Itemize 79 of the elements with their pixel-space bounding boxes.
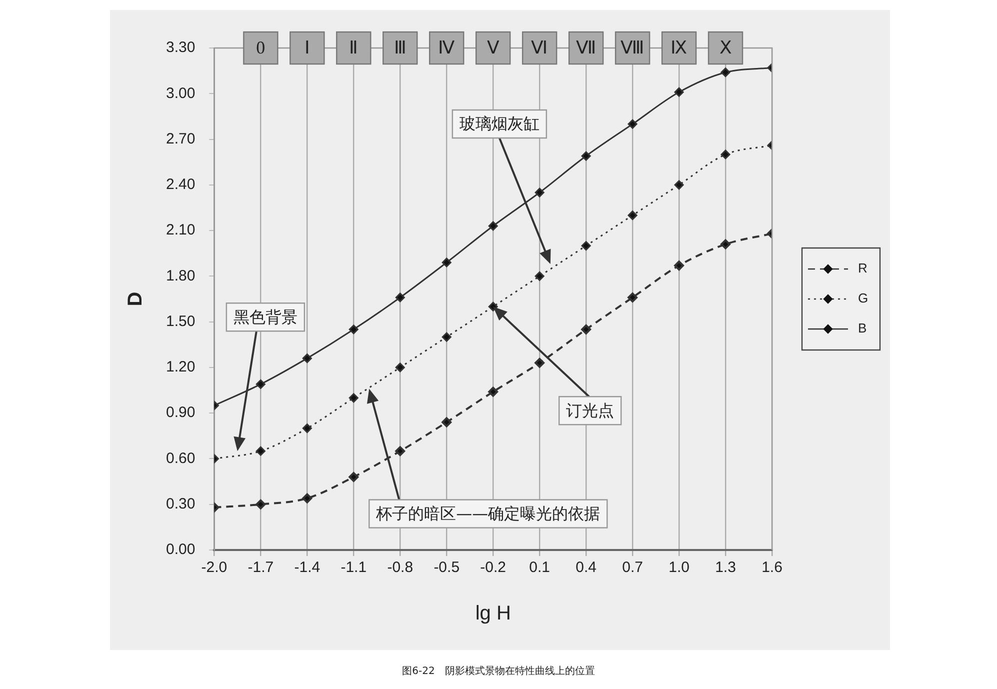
annotation: Ⅷ bbox=[620, 38, 645, 58]
y-tick-label: 1.20 bbox=[166, 358, 196, 376]
y-tick-label: 0.90 bbox=[166, 404, 196, 422]
annotation: Ⅵ bbox=[531, 38, 548, 58]
point bbox=[256, 499, 266, 510]
point bbox=[256, 379, 266, 389]
annotation: 玻璃烟灰缸 bbox=[459, 114, 540, 134]
x-tick-label: -1.1 bbox=[340, 559, 367, 576]
point bbox=[488, 386, 498, 397]
y-tick-label: 0.00 bbox=[166, 541, 196, 558]
point bbox=[348, 472, 359, 482]
x-tick-label: 1.0 bbox=[668, 559, 690, 576]
annotation: Ⅰ bbox=[304, 38, 310, 58]
point bbox=[395, 292, 405, 302]
y-tick-label: 3.00 bbox=[166, 84, 196, 102]
y-tick-label: 3.30 bbox=[166, 39, 196, 56]
point bbox=[302, 493, 312, 504]
y-tick-label: 2.10 bbox=[166, 222, 196, 239]
annotation: 黑色背景 bbox=[233, 307, 298, 326]
point bbox=[534, 271, 544, 281]
point bbox=[720, 68, 730, 78]
y-tick-label: 0.30 bbox=[166, 496, 196, 513]
point bbox=[442, 332, 452, 342]
point bbox=[348, 324, 358, 334]
point bbox=[720, 239, 731, 250]
point bbox=[395, 446, 406, 456]
point bbox=[720, 150, 730, 160]
point bbox=[534, 358, 545, 368]
x-tick-label: -1.4 bbox=[294, 559, 320, 576]
x-tick-label: 0.4 bbox=[576, 559, 596, 576]
x-tick-label: 0.7 bbox=[622, 559, 643, 576]
point bbox=[395, 362, 405, 372]
x-tick-label: -2.0 bbox=[201, 559, 228, 576]
point bbox=[674, 180, 684, 190]
point bbox=[442, 258, 452, 268]
annotation: 杯子的暗区——确定曝光的依据 bbox=[375, 504, 600, 523]
legend-label: R bbox=[858, 260, 868, 276]
annotation: 0 bbox=[256, 38, 266, 58]
y-tick-label: 1.80 bbox=[166, 267, 196, 284]
y-tick-label: 0.60 bbox=[166, 450, 196, 467]
point bbox=[628, 292, 638, 302]
annotation: Ⅳ bbox=[438, 38, 456, 58]
annotation: Ⅴ bbox=[487, 38, 500, 58]
annotation: Ⅲ bbox=[394, 38, 406, 58]
annotation: Ⅹ bbox=[720, 38, 732, 58]
x-tick-label: 1.3 bbox=[715, 559, 736, 576]
point bbox=[581, 241, 591, 251]
point bbox=[581, 324, 592, 334]
x-tick-label: 1.6 bbox=[762, 559, 782, 576]
point bbox=[674, 260, 684, 271]
point bbox=[348, 393, 358, 403]
annotation: 订光点 bbox=[566, 400, 614, 420]
annotation: Ⅸ bbox=[670, 38, 688, 58]
point bbox=[674, 87, 684, 97]
x-tick-label: -1.7 bbox=[248, 559, 274, 576]
x-tick-label: 0.1 bbox=[529, 559, 550, 576]
point bbox=[302, 424, 312, 434]
y-axis-title: D bbox=[124, 292, 147, 306]
point bbox=[488, 302, 498, 312]
point bbox=[628, 210, 638, 220]
point bbox=[581, 151, 591, 161]
point bbox=[442, 417, 452, 428]
point bbox=[256, 446, 266, 456]
legend-label: B bbox=[858, 320, 867, 336]
point bbox=[534, 188, 544, 198]
caption: 图6-22 阴影模式景物在特性曲线上的位置 bbox=[401, 664, 596, 678]
point bbox=[488, 221, 498, 231]
x-tick-label: -0.2 bbox=[480, 559, 506, 576]
y-tick-label: 2.70 bbox=[166, 130, 196, 148]
x-tick-label: -0.8 bbox=[387, 559, 414, 576]
y-tick-label: 2.40 bbox=[166, 176, 196, 194]
annotation: Ⅶ bbox=[576, 38, 596, 58]
annotation: Ⅱ bbox=[349, 38, 358, 58]
x-tick-label: -0.5 bbox=[434, 559, 460, 576]
x-axis-title: lg H bbox=[475, 602, 511, 625]
legend-label: G bbox=[858, 290, 868, 306]
point bbox=[628, 119, 638, 129]
y-tick-label: 1.50 bbox=[166, 312, 196, 330]
point bbox=[302, 354, 312, 364]
